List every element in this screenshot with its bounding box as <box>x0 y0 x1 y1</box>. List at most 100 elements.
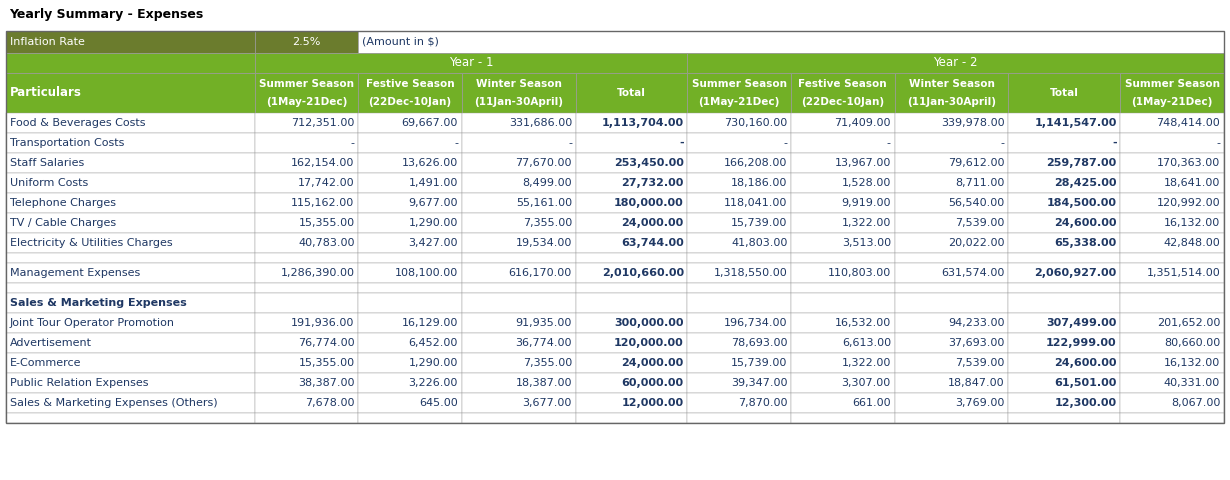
Bar <box>791 133 894 153</box>
Bar <box>894 173 1009 193</box>
Text: Staff Salaries: Staff Salaries <box>10 158 84 168</box>
Bar <box>1009 413 1121 423</box>
Bar <box>576 393 688 413</box>
Bar <box>688 73 791 113</box>
Text: Public Relation Expenses: Public Relation Expenses <box>10 378 149 388</box>
Bar <box>576 413 688 423</box>
Bar <box>1009 313 1121 333</box>
Text: 3,513.00: 3,513.00 <box>841 238 891 248</box>
Text: Total: Total <box>1050 88 1079 98</box>
Bar <box>791 113 894 133</box>
Bar <box>255 253 358 263</box>
Bar <box>576 253 688 263</box>
Text: Uniform Costs: Uniform Costs <box>10 178 89 188</box>
Bar <box>1121 263 1224 283</box>
Bar <box>6 31 1224 423</box>
Text: 16,129.00: 16,129.00 <box>402 318 458 328</box>
Bar <box>461 413 576 423</box>
Bar <box>6 393 255 413</box>
Bar <box>894 113 1009 133</box>
Bar <box>358 283 461 293</box>
Bar <box>461 133 576 153</box>
Bar <box>1009 253 1121 263</box>
Bar <box>358 173 461 193</box>
Text: 1,318,550.00: 1,318,550.00 <box>713 268 787 278</box>
Text: 24,600.00: 24,600.00 <box>1054 218 1117 228</box>
Text: 24,000.00: 24,000.00 <box>621 358 684 368</box>
Text: 13,626.00: 13,626.00 <box>402 158 458 168</box>
Bar <box>576 193 688 213</box>
Bar <box>576 283 688 293</box>
Bar <box>688 153 791 173</box>
Text: 1,491.00: 1,491.00 <box>408 178 458 188</box>
Bar <box>576 173 688 193</box>
Bar <box>1121 73 1224 113</box>
Text: Festive Season: Festive Season <box>798 79 887 89</box>
Text: 2,010,660.00: 2,010,660.00 <box>601 268 684 278</box>
Bar <box>255 233 358 253</box>
Bar <box>6 373 255 393</box>
Text: 2,060,927.00: 2,060,927.00 <box>1034 268 1117 278</box>
Bar <box>255 133 358 153</box>
Bar <box>1121 253 1224 263</box>
Text: 7,539.00: 7,539.00 <box>956 358 1005 368</box>
Bar <box>1009 233 1121 253</box>
Bar <box>688 253 791 263</box>
Text: 162,154.00: 162,154.00 <box>292 158 354 168</box>
Text: 191,936.00: 191,936.00 <box>292 318 354 328</box>
Text: 16,532.00: 16,532.00 <box>835 318 891 328</box>
Bar <box>6 31 255 53</box>
Bar <box>1009 333 1121 353</box>
Text: Transportation Costs: Transportation Costs <box>10 138 124 148</box>
Bar <box>894 373 1009 393</box>
Bar <box>791 73 894 113</box>
Text: 38,387.00: 38,387.00 <box>298 378 354 388</box>
Text: 19,534.00: 19,534.00 <box>515 238 572 248</box>
Bar <box>461 393 576 413</box>
Bar <box>1121 393 1224 413</box>
Text: 712,351.00: 712,351.00 <box>292 118 354 128</box>
Bar <box>576 233 688 253</box>
Bar <box>791 173 894 193</box>
Text: 8,499.00: 8,499.00 <box>523 178 572 188</box>
Text: 7,355.00: 7,355.00 <box>523 218 572 228</box>
Text: 56,540.00: 56,540.00 <box>948 198 1005 208</box>
Bar <box>255 213 358 233</box>
Bar <box>1009 213 1121 233</box>
Text: 1,351,514.00: 1,351,514.00 <box>1146 268 1220 278</box>
Text: Sales & Marketing Expenses: Sales & Marketing Expenses <box>10 298 187 308</box>
Bar <box>461 373 576 393</box>
Text: 180,000.00: 180,000.00 <box>614 198 684 208</box>
Text: 28,425.00: 28,425.00 <box>1054 178 1117 188</box>
Text: 2.5%: 2.5% <box>293 37 321 47</box>
Bar <box>1009 293 1121 313</box>
Bar <box>358 333 461 353</box>
Bar <box>358 31 1224 53</box>
Bar <box>894 73 1009 113</box>
Text: Winter Season: Winter Season <box>909 79 995 89</box>
Text: 1,322.00: 1,322.00 <box>841 218 891 228</box>
Text: 7,539.00: 7,539.00 <box>956 218 1005 228</box>
Text: 24,000.00: 24,000.00 <box>621 218 684 228</box>
Text: 616,170.00: 616,170.00 <box>509 268 572 278</box>
Bar <box>1121 353 1224 373</box>
Text: 748,414.00: 748,414.00 <box>1156 118 1220 128</box>
Text: 7,870.00: 7,870.00 <box>738 398 787 408</box>
Bar <box>894 153 1009 173</box>
Text: 41,803.00: 41,803.00 <box>731 238 787 248</box>
Bar <box>255 413 358 423</box>
Bar <box>576 153 688 173</box>
Bar <box>358 253 461 263</box>
Text: Summer Season: Summer Season <box>691 79 787 89</box>
Text: 1,290.00: 1,290.00 <box>408 218 458 228</box>
Text: 1,528.00: 1,528.00 <box>841 178 891 188</box>
Bar <box>894 213 1009 233</box>
Bar <box>688 193 791 213</box>
Bar <box>791 253 894 263</box>
Bar <box>255 313 358 333</box>
Bar <box>255 263 358 283</box>
Bar <box>688 373 791 393</box>
Text: 55,161.00: 55,161.00 <box>515 198 572 208</box>
Text: 730,160.00: 730,160.00 <box>724 118 787 128</box>
Bar <box>688 413 791 423</box>
